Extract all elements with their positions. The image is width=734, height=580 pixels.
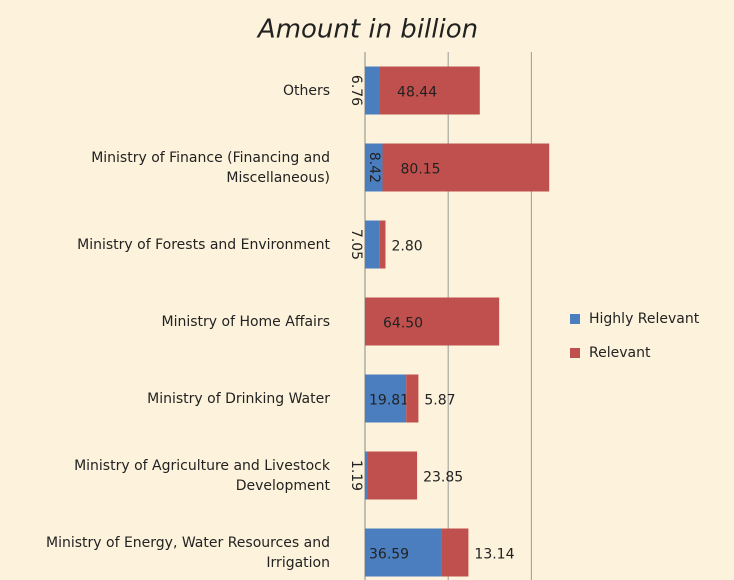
legend-swatch: [570, 348, 580, 358]
value-label: 8.42: [366, 152, 382, 183]
legend-label: Relevant: [589, 345, 651, 361]
category-label: Ministry of Drinking Water: [147, 390, 330, 407]
bar-segment: [382, 143, 550, 192]
value-label: 5.87: [424, 393, 455, 409]
category-label: Ministry of Energy, Water Resources and …: [46, 534, 330, 571]
value-label: 19.81: [369, 393, 409, 409]
bar-segment: [365, 220, 380, 269]
category-label: Ministry of Home Affairs: [161, 313, 331, 330]
category-label: Ministry of Agriculture and Livestock De…: [74, 457, 330, 494]
category-label: Ministry of Forests and Environment: [77, 236, 330, 253]
value-label: 36.59: [369, 547, 409, 563]
value-label: 2.80: [391, 239, 422, 255]
bar-segment: [365, 451, 368, 500]
bar-segment: [367, 451, 418, 500]
bar-segment: [406, 374, 419, 423]
bar-segment: [365, 374, 407, 423]
chart-title: Amount in billion: [256, 15, 478, 45]
bar-segment: [379, 66, 480, 115]
bar-segment: [365, 297, 500, 346]
value-label: 23.85: [423, 470, 463, 486]
category-label: Ministry of Finance (Financing and Misce…: [91, 149, 330, 186]
value-label: 7.05: [348, 229, 364, 260]
value-label: 48.44: [397, 85, 437, 101]
bar-segment: [365, 66, 380, 115]
value-label: 80.15: [401, 162, 441, 178]
value-label: 13.14: [474, 547, 514, 563]
value-label: 64.50: [383, 316, 423, 332]
value-label: 1.19: [348, 460, 364, 491]
bar-segment: [379, 220, 386, 269]
value-label: 6.76: [348, 75, 364, 106]
category-label: Others: [282, 82, 330, 99]
bar-segment: [365, 528, 442, 577]
legend-label: Highly Relevant: [589, 311, 700, 327]
legend-swatch: [570, 314, 580, 324]
bar-segment: [441, 528, 469, 577]
bar-segment: [365, 143, 383, 192]
